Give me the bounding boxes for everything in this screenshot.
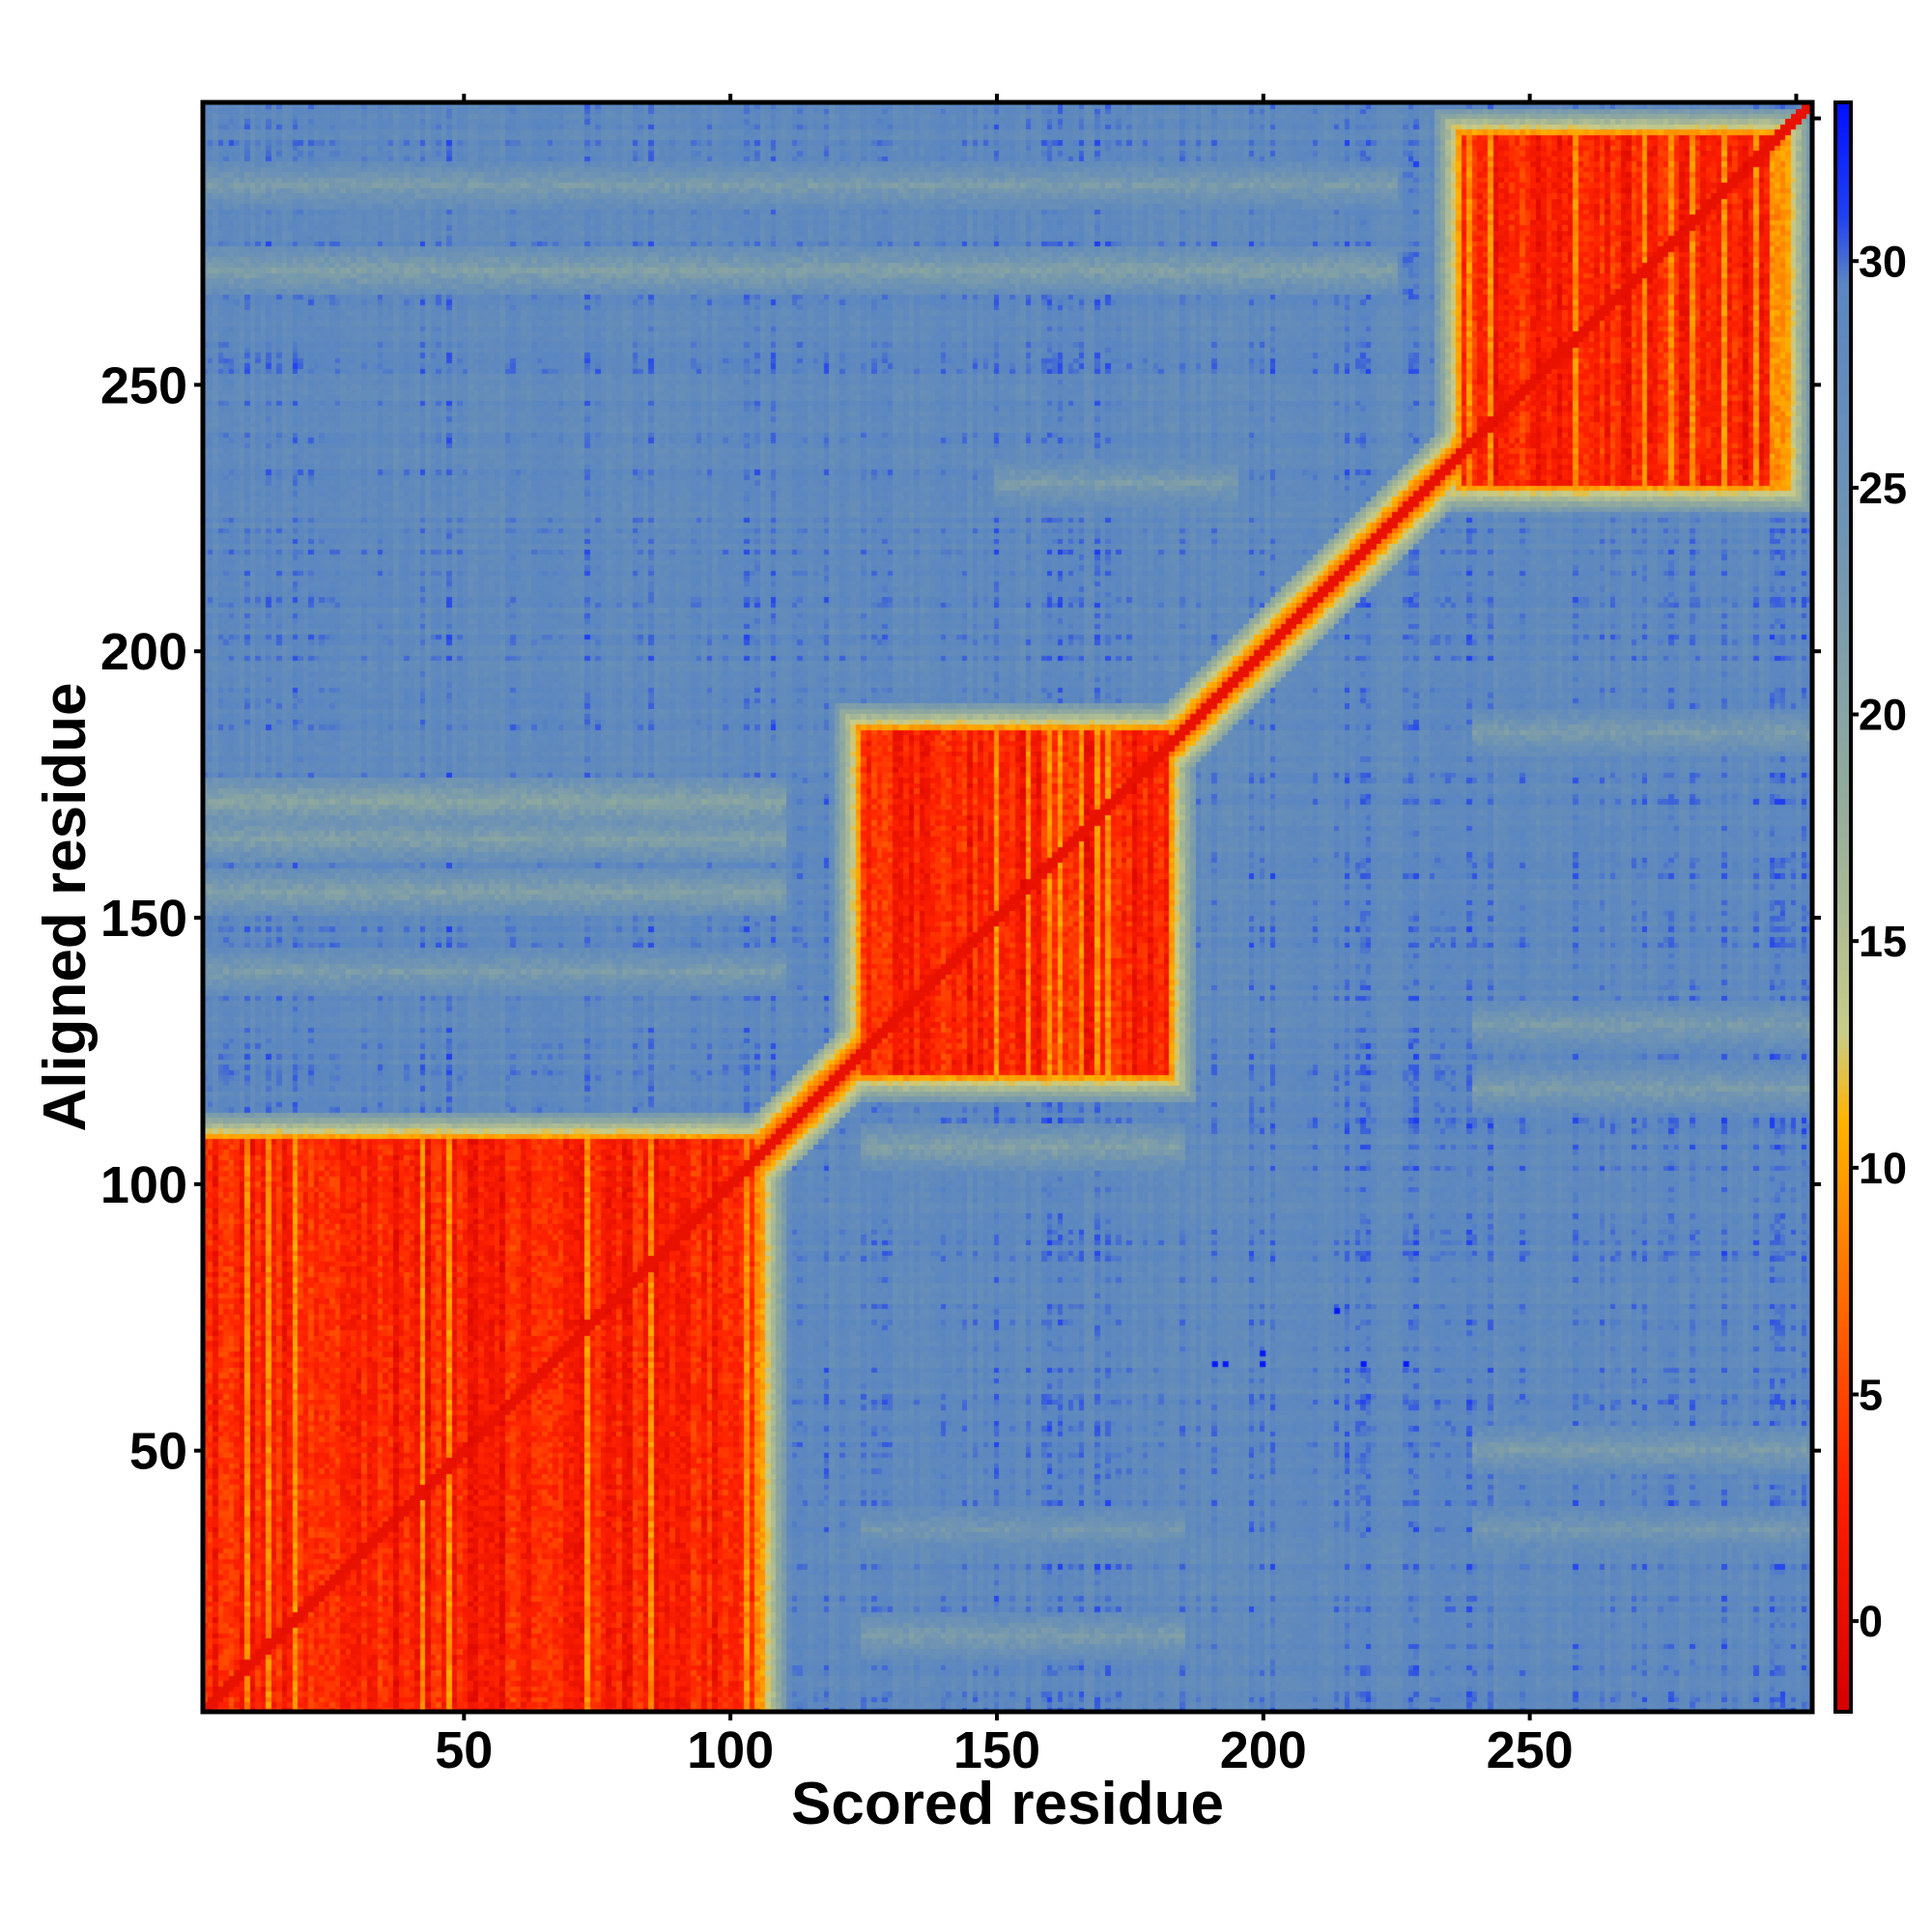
right-ticks	[1812, 116, 1821, 1453]
x-tick-label: 100	[687, 1721, 774, 1779]
plot-border	[200, 99, 1815, 1715]
x-tick-label: 50	[435, 1721, 493, 1779]
colorbar-tick-label: 5	[1859, 1370, 1883, 1419]
heatmap-area	[203, 102, 1812, 1712]
x-tick-label: 150	[953, 1721, 1040, 1779]
colorbar-tick-label: 25	[1859, 464, 1907, 513]
colorbar-tick-label: 10	[1859, 1144, 1907, 1193]
y-tick-label: 100	[100, 1156, 187, 1214]
y-axis-title: Aligned residue	[32, 682, 99, 1131]
y-axis: 50 100 150 200 250	[100, 356, 203, 1481]
colorbar-tick-label: 0	[1859, 1597, 1883, 1646]
x-tick-label: 200	[1220, 1721, 1307, 1779]
y-tick-label: 50	[129, 1423, 187, 1481]
colorbar-tick-label: 20	[1859, 691, 1907, 740]
top-ticks	[462, 94, 1799, 102]
colorbar-border	[1833, 100, 1853, 1714]
colorbar: 0 5 10 15 20 25 30	[1833, 100, 1907, 1714]
heatmap-canvas	[203, 102, 1812, 1712]
plot-frame	[200, 99, 1815, 1715]
colorbar-tick-label: 30	[1859, 237, 1907, 286]
y-tick-label: 250	[100, 356, 187, 414]
colorbar-tick-label: 15	[1859, 917, 1907, 966]
y-tick-label: 150	[100, 890, 187, 948]
x-axis: 50 100 150 200 250	[435, 1712, 1574, 1779]
x-axis-title: Scored residue	[791, 1771, 1224, 1837]
colorbar-gradient	[1835, 102, 1851, 1712]
y-tick-label: 200	[100, 623, 187, 681]
x-tick-label: 250	[1487, 1721, 1574, 1779]
